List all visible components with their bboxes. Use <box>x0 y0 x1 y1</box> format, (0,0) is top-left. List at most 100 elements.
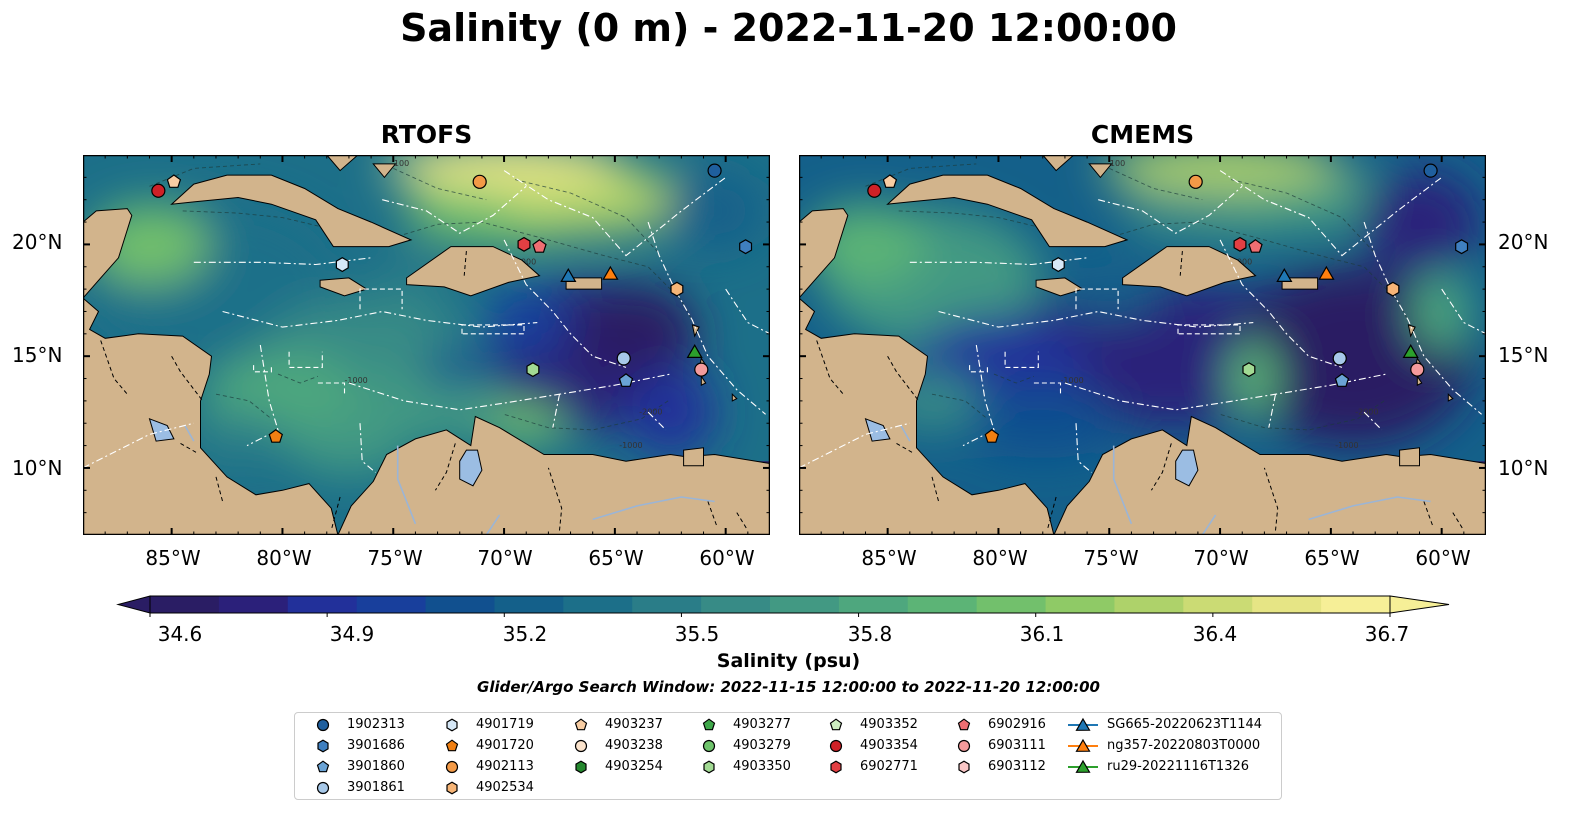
eez-boundary <box>1177 324 1241 335</box>
legend: 1902313 3901686 3901860 3901861 4901719 … <box>294 712 1282 800</box>
lon-label-80w-right: 80°W <box>972 546 1028 570</box>
colorbar-tick: 36.7 <box>1364 622 1410 646</box>
salinity-field-patch <box>1100 155 1341 192</box>
colorbar-tick: 35.5 <box>674 622 720 646</box>
river <box>396 445 417 525</box>
eez-boundary <box>222 310 538 328</box>
obs-marker-6902916 <box>1248 239 1263 253</box>
country-border <box>1150 443 1172 491</box>
colorbar-tick: 34.9 <box>329 622 375 646</box>
eez-boundary <box>962 344 995 447</box>
colorbar-tick: 35.2 <box>502 622 548 646</box>
obs-marker-3901860 <box>1334 373 1350 387</box>
panel-title-rtofs: RTOFS <box>380 120 473 149</box>
legend-marker <box>703 760 715 774</box>
legend-marker <box>575 760 587 774</box>
eez-boundary <box>1064 373 1387 411</box>
salinity-field-patch <box>1228 338 1279 419</box>
eez-boundary <box>1219 239 1343 368</box>
south-america-land <box>337 415 770 535</box>
obs-marker-6902771 <box>1233 236 1247 252</box>
colorbar-segment <box>1252 596 1322 613</box>
legend-marker <box>702 739 716 753</box>
lon-label-85w-left: 85°W <box>145 546 201 570</box>
legend-marker <box>1075 738 1091 752</box>
contour-label: -2000 <box>639 407 662 416</box>
lat-label-15n-right: 15°N <box>1498 343 1549 367</box>
country-border <box>896 442 913 453</box>
contour-label: -2000 <box>1355 407 1378 416</box>
obs-marker-4901719 <box>335 257 349 273</box>
legend-marker <box>829 718 843 731</box>
obs-marker-4902113 <box>1188 174 1203 189</box>
eez-boundary <box>348 373 671 411</box>
country-border <box>1263 467 1279 531</box>
cuba-land <box>886 174 1129 248</box>
obs-marker-4903354 <box>151 183 166 198</box>
obs-marker-4903237 <box>882 174 898 188</box>
lon-label-75w-left: 75°W <box>367 546 423 570</box>
colorbar-segment <box>1045 596 1116 613</box>
salinity-field-patch <box>1059 282 1160 319</box>
eez-boundary <box>253 365 272 373</box>
trinidad-land <box>683 447 704 467</box>
eez-boundary <box>246 344 279 447</box>
obs-marker-4902534 <box>670 281 684 297</box>
bathymetry-contour <box>898 210 1414 330</box>
river <box>1308 496 1431 521</box>
colorbar-segment <box>632 596 702 613</box>
bathymetry-contour <box>149 163 261 187</box>
lon-label-60w-left: 60°W <box>699 546 755 570</box>
salinity-field-patch <box>625 367 716 458</box>
legend-marker <box>445 739 459 752</box>
contour-label: -1000 <box>619 441 642 450</box>
eez-boundary <box>1363 221 1482 415</box>
river <box>900 425 911 442</box>
map-panel-cmems: -100-1000-1000-2000-1000-1000 <box>799 155 1486 535</box>
legend-marker <box>957 739 971 753</box>
salinity-field-patch <box>1359 172 1480 273</box>
obs-marker-ru29-20221116T1326 <box>1402 344 1419 358</box>
eez-boundary <box>461 324 525 335</box>
colorbar-segment <box>907 596 978 613</box>
lat-label-20n-right: 20°N <box>1498 230 1549 254</box>
salinity-field-patch <box>577 283 698 384</box>
eez-boundary <box>552 394 561 428</box>
colorbar-label: Salinity (psu) <box>716 650 861 672</box>
salinity-field-patch <box>419 347 500 388</box>
south-america-land <box>1053 415 1486 535</box>
lon-label-70w-right: 70°W <box>1193 546 1249 570</box>
salinity-field-patch <box>486 287 567 358</box>
eez-boundary <box>647 221 766 415</box>
legend-marker <box>1075 717 1091 731</box>
bathymetry-contour <box>931 393 988 420</box>
bathymetry-contour <box>514 179 660 254</box>
lon-label-65w-right: 65°W <box>1304 546 1360 570</box>
country-border <box>180 442 197 453</box>
obs-marker-SG665-20220623T1144 <box>560 268 577 283</box>
legend-marker <box>829 739 843 753</box>
colorbar-tick: 36.4 <box>1192 622 1238 646</box>
obs-marker-4903237 <box>166 174 182 188</box>
legend-marker <box>446 718 458 732</box>
colorbar-segment <box>770 596 840 613</box>
lake-maracaibo <box>1175 449 1199 487</box>
colorbar-segment <box>976 596 1047 613</box>
country-border <box>215 476 224 502</box>
eez-boundary <box>938 310 1254 328</box>
legend-marker <box>958 760 970 774</box>
eez-boundary <box>909 257 1088 266</box>
legend-marker <box>574 739 588 753</box>
obs-marker-3901861 <box>616 351 631 366</box>
obs-marker-3901686 <box>1455 239 1469 255</box>
bathymetry-contour <box>503 400 669 431</box>
legend-marker <box>316 781 330 795</box>
trinidad-land <box>1399 447 1420 467</box>
bathymetry-contour <box>1230 179 1376 254</box>
cuba-land <box>170 174 413 248</box>
legend-marker <box>316 760 330 773</box>
legend-marker <box>702 718 716 731</box>
search-window-caption: Glider/Argo Search Window: 2022-11-15 12… <box>477 678 1100 696</box>
eez-boundary <box>503 170 727 257</box>
obs-marker-6903111 <box>694 362 709 377</box>
